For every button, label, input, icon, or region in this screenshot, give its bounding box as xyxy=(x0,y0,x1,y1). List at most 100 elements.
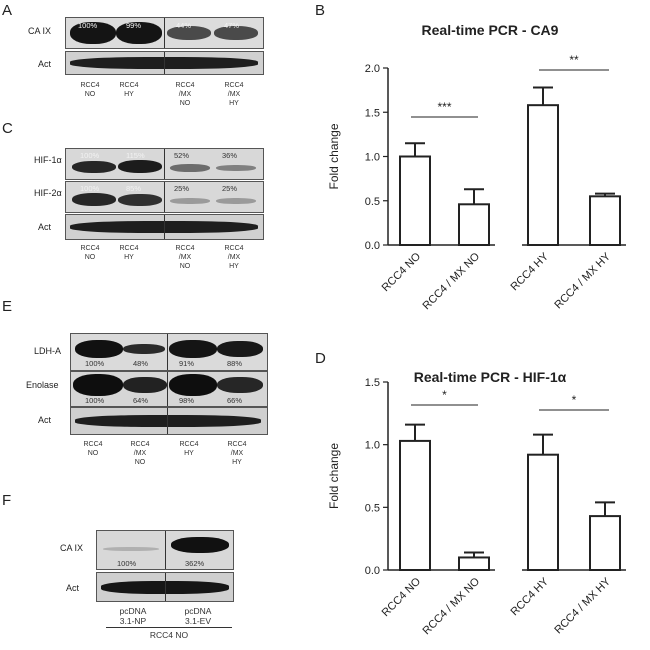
y-tick-label: 2.0 xyxy=(365,63,380,75)
pct-label: 100% xyxy=(117,559,137,568)
blot-band xyxy=(118,160,162,173)
significance-marker: * xyxy=(572,393,577,407)
blot-band xyxy=(217,341,263,357)
x-tick-label: RCC4 NO xyxy=(380,250,424,294)
x-tick-label: RCC4 HY xyxy=(508,250,551,293)
y-tick-label: 0.0 xyxy=(365,565,380,577)
x-tick-label: RCC4 / MX HY xyxy=(552,250,613,311)
y-tick-label: 1.5 xyxy=(365,377,380,389)
blot-band xyxy=(123,344,165,354)
pct-label: 25% xyxy=(174,184,190,193)
blot-divider xyxy=(165,573,166,601)
significance-marker: * xyxy=(442,388,447,402)
blot-hif1a: 100% 115% 52% 36% xyxy=(65,148,264,180)
bar xyxy=(458,203,490,246)
blot-band xyxy=(75,415,261,427)
pct-label: 36% xyxy=(222,151,238,160)
blot-label-ca9: CA IX xyxy=(60,543,84,553)
y-tick-label: 0.5 xyxy=(365,196,380,208)
blot-band xyxy=(216,198,256,204)
blot-band xyxy=(73,374,123,396)
blot-divider xyxy=(164,215,165,239)
x-tick-label: RCC4 / MX HY xyxy=(552,575,613,636)
lane-label: RCC4/MX NO xyxy=(130,441,150,466)
bar xyxy=(527,104,559,246)
panel-letter-a: A xyxy=(2,2,13,19)
y-axis-label: Fold change xyxy=(327,123,341,189)
blot-divider xyxy=(167,334,168,370)
x-tick-label: RCC4 / MX NO xyxy=(420,250,482,312)
y-tick-label: 1.0 xyxy=(365,440,380,452)
blot-divider xyxy=(165,531,166,569)
panel-letter-e: E xyxy=(2,298,13,315)
blot-actin xyxy=(65,51,264,75)
lane-label: pcDNA 3.1-EV xyxy=(184,606,212,626)
blot-divider xyxy=(164,182,165,212)
pct-label: 362% xyxy=(185,559,205,568)
blot-label-actin: Act xyxy=(38,415,52,425)
blot-band xyxy=(118,194,162,206)
pct-label: 115% xyxy=(126,151,145,160)
y-tick-label: 1.5 xyxy=(365,107,380,119)
pct-label: 100% xyxy=(80,184,100,193)
blot-band xyxy=(169,374,217,396)
pct-label: 66% xyxy=(227,396,243,405)
blot-band xyxy=(116,22,162,44)
blot-label-hif2a: HIF-2α xyxy=(34,188,62,198)
lane-label: RCC4/MX NO xyxy=(175,245,195,270)
lane-label: RCC4 HY xyxy=(119,245,139,261)
pct-label: 88% xyxy=(227,359,243,368)
pct-label: 98% xyxy=(179,396,195,405)
blot-label-ldha: LDH-A xyxy=(34,346,62,356)
pct-label: 100% xyxy=(78,21,98,30)
blot-ca9-f: 100% 362% xyxy=(96,530,234,570)
panel-letter-c: C xyxy=(2,120,13,137)
blot-band xyxy=(123,377,167,393)
blot-band xyxy=(70,22,116,44)
lane-label: RCC4/MX NO xyxy=(175,82,195,107)
blot-label-ca9: CA IX xyxy=(28,26,52,36)
lane-label: RCC4/MX HY xyxy=(227,441,247,466)
pct-label: 99% xyxy=(126,21,142,30)
y-tick-label: 0.0 xyxy=(365,240,380,252)
blot-band xyxy=(167,26,211,40)
blot-band xyxy=(170,164,210,172)
lane-label: RCC4 NO xyxy=(83,441,103,457)
blot-actin xyxy=(96,572,234,602)
y-tick-label: 1.0 xyxy=(365,152,380,164)
pct-label: 85% xyxy=(126,184,142,193)
blot-label-actin: Act xyxy=(38,59,52,69)
blot-band xyxy=(171,537,229,553)
lane-label: RCC4 NO xyxy=(80,245,100,261)
bar xyxy=(399,155,431,246)
bar xyxy=(589,515,621,572)
lane-label: pcDNA 3.1-NP xyxy=(119,606,147,626)
blot-band xyxy=(169,340,217,358)
bar xyxy=(527,453,559,571)
bar xyxy=(399,439,431,572)
significance-marker: *** xyxy=(437,100,451,114)
group-label: RCC4 NO xyxy=(149,630,189,640)
blot-ldha: 100% 48% 91% 88% xyxy=(70,333,268,371)
lane-label: RCC4 HY xyxy=(179,441,199,457)
lane-label: RCC4/MX HY xyxy=(224,82,244,107)
blot-label-enolase: Enolase xyxy=(26,380,59,390)
bar xyxy=(589,195,621,246)
pct-label: 64% xyxy=(133,396,149,405)
blot-label-actin: Act xyxy=(38,222,52,232)
pct-label: 52% xyxy=(174,151,190,160)
blot-label-hif1a: HIF-1α xyxy=(34,155,62,165)
x-tick-label: RCC4 HY xyxy=(508,575,551,618)
y-axis-label: Fold change xyxy=(327,443,341,509)
blot-divider xyxy=(164,18,165,48)
lane-label: RCC4/MX HY xyxy=(224,245,244,270)
blot-divider xyxy=(164,52,165,74)
lane-label: RCC4 HY xyxy=(119,82,139,98)
blot-band xyxy=(75,340,123,358)
x-tick-label: RCC4 / MX NO xyxy=(420,575,482,637)
pct-label: 25% xyxy=(222,184,238,193)
pct-label: 100% xyxy=(85,359,105,368)
pct-label: 91% xyxy=(179,359,195,368)
blot-hif2a: 100% 85% 25% 25% xyxy=(65,181,264,213)
chart-title: Real-time PCR - CA9 xyxy=(422,22,559,38)
